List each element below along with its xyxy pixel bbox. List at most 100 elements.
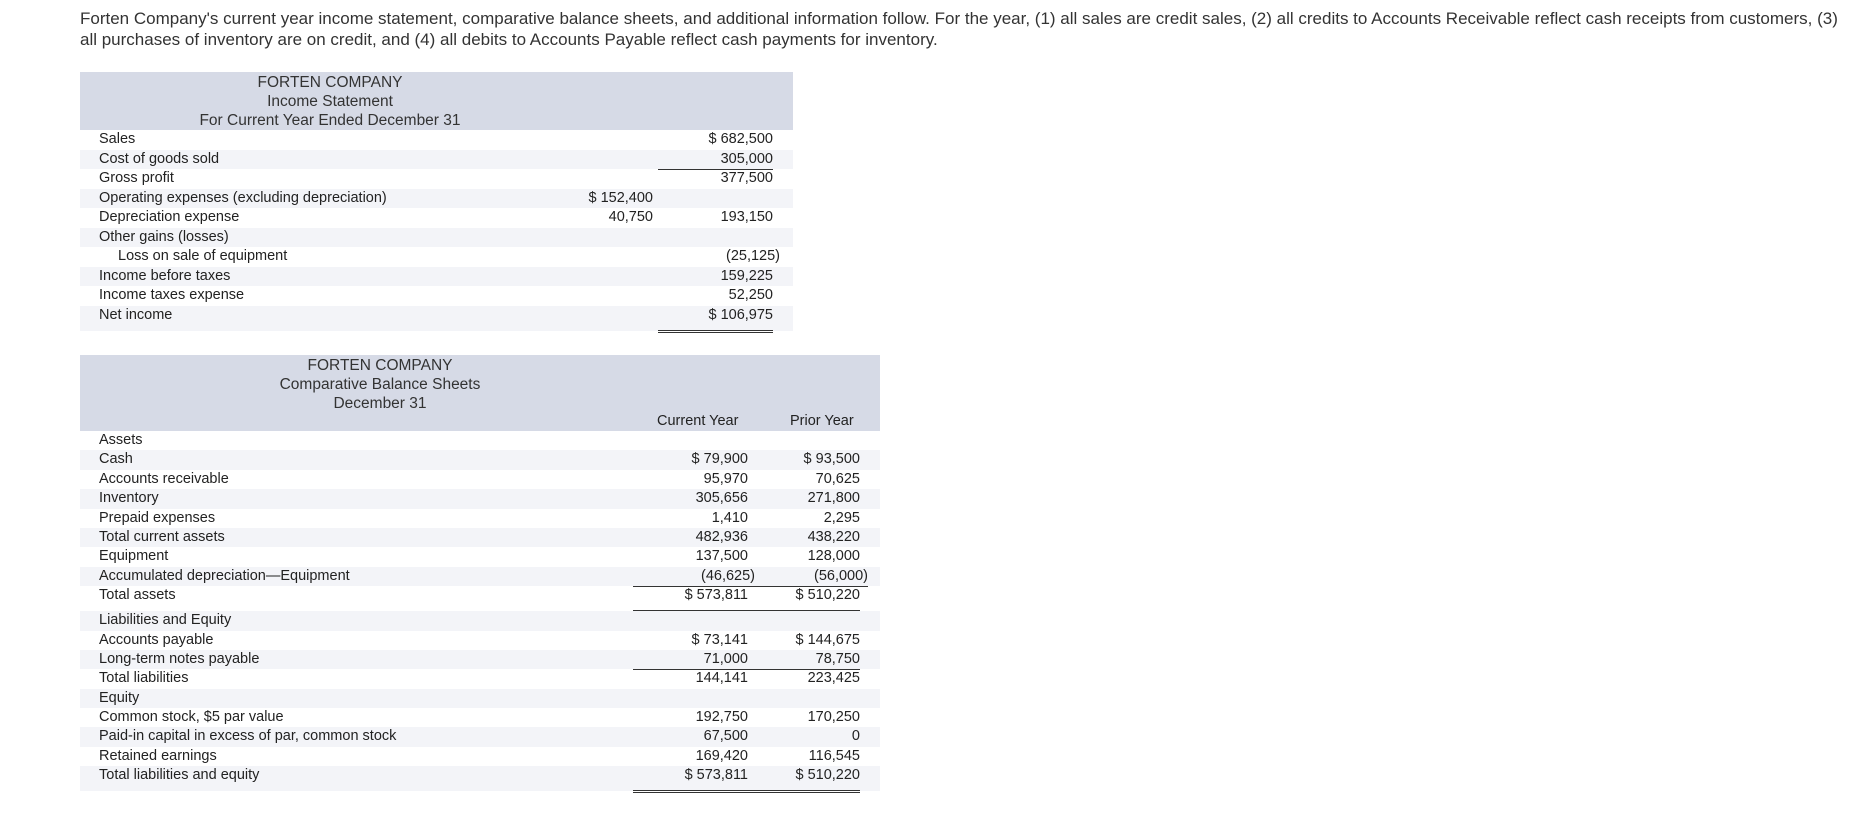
- income-row-amount: 159,225: [720, 267, 773, 284]
- balance-row: Total liabilities 144,141 223,425: [80, 669, 880, 688]
- balance-current-year-value: $ 573,811: [633, 766, 748, 794]
- income-row-subtotal: 40,750: [543, 208, 653, 229]
- balance-current-year-value: $ 573,811: [633, 586, 748, 614]
- balance-sheet-rows: Assets Cash $ 79,900 $ 93,500 Accounts recei…: [80, 431, 880, 794]
- balance-current-year-value: 137,500: [695, 548, 748, 565]
- balance-prior-year-value: 2,295: [748, 509, 860, 530]
- income-row-label: Loss on sale of equipment: [118, 248, 288, 264]
- income-row-subtotal: $ 152,400: [588, 189, 653, 206]
- balance-prior-year-value: $ 510,220: [748, 766, 860, 794]
- balance-row: Total assets $ 573,811 $ 510,220: [80, 586, 880, 614]
- balance-current-year-value: 192,750: [695, 709, 748, 726]
- balance-row: Total current assets 482,936 438,220: [80, 527, 880, 548]
- balance-prior-year-value: 170,250: [807, 709, 860, 726]
- balance-row: Paid-in capital in excess of par, common…: [80, 727, 880, 747]
- balance-row: Inventory 305,656 271,800: [80, 489, 880, 509]
- income-row-amount: 305,000: [658, 150, 773, 170]
- balance-prior-year-value: $ 510,220: [748, 586, 860, 614]
- balance-row: Accumulated depreciation—Equipment (46,62…: [80, 566, 880, 588]
- income-row-label: Income taxes expense: [99, 287, 245, 303]
- balance-row: Assets: [80, 431, 880, 450]
- income-statement-table: FORTEN COMPANY Income Statement For Curr…: [80, 72, 793, 333]
- balance-current-year-value: 95,970: [703, 470, 748, 487]
- problem-intro-text: Forten Company's current year income sta…: [80, 9, 1838, 49]
- balance-row: Long-term notes payable 71,000 78,750: [80, 649, 880, 671]
- balance-row-label: Accumulated depreciation—Equipment: [99, 567, 350, 584]
- income-row: Income before taxes 159,225: [80, 266, 793, 286]
- balance-prior-year-value: 223,425: [807, 670, 860, 687]
- income-row-amount: 377,500: [720, 170, 773, 186]
- income-statement-title: Income Statement: [267, 93, 393, 110]
- balance-current-year-value: $ 73,141: [691, 631, 748, 648]
- balance-row-label: Long-term notes payable: [99, 650, 260, 667]
- income-row: Gross profit 377,500: [80, 169, 793, 189]
- income-row-label: Gross profit: [99, 170, 174, 186]
- balance-row-label: Equity: [99, 689, 140, 706]
- balance-sheet-table: FORTEN COMPANY Comparative Balance Sheet…: [80, 355, 880, 794]
- balance-row: Accounts receivable 95,970 70,625: [80, 470, 880, 489]
- balance-row-label: Assets: [99, 432, 143, 448]
- balance-current-year-value: 305,656: [695, 490, 748, 507]
- column-header-current-year: Current Year: [657, 413, 739, 429]
- balance-row: Total liabilities and equity $ 573,811 $ 5…: [80, 766, 880, 794]
- balance-prior-year-value: $ 144,675: [795, 631, 860, 648]
- balance-current-year-value: 67,500: [703, 728, 748, 745]
- balance-prior-year-value: $ 93,500: [803, 451, 860, 468]
- balance-sheet-title: Comparative Balance Sheets: [279, 376, 481, 393]
- balance-row-label: Liabilities and Equity: [99, 612, 232, 629]
- balance-row: Retained earnings 169,420 116,545: [80, 747, 880, 768]
- balance-prior-year-value: (56,000): [748, 567, 868, 588]
- balance-sheet-date: December 31: [333, 395, 427, 412]
- column-header-prior-year: Prior Year: [790, 413, 854, 429]
- balance-row-label: Accounts payable: [99, 631, 214, 648]
- income-row: Net income $ 106,975: [80, 305, 793, 333]
- balance-row-label: Retained earnings: [99, 747, 217, 764]
- income-row-amount: 52,250: [658, 286, 773, 307]
- income-row-amount: $ 106,975: [658, 306, 773, 333]
- income-row: Loss on sale of equipment (25,125): [80, 247, 793, 267]
- balance-row-label: Total liabilities: [99, 670, 189, 687]
- income-row: Depreciation expense 40,750 193,150: [80, 208, 793, 229]
- income-row: Sales $ 682,500: [80, 130, 793, 150]
- balance-current-year-value: 1,410: [633, 509, 748, 530]
- balance-row-label: Equipment: [99, 548, 169, 565]
- balance-row-label: Accounts receivable: [99, 470, 229, 487]
- balance-prior-year-value: 438,220: [807, 528, 860, 545]
- income-row: Income taxes expense 52,250: [80, 286, 793, 307]
- balance-prior-year-value: 70,625: [815, 470, 860, 487]
- income-row-label: Cost of goods sold: [99, 150, 220, 167]
- balance-row: Accounts payable $ 73,141 $ 144,675: [80, 631, 880, 650]
- balance-prior-year-value: 78,750: [748, 650, 860, 671]
- income-row-amount: $ 682,500: [708, 131, 773, 147]
- income-row-label: Other gains (losses): [99, 228, 229, 245]
- balance-row: Liabilities and Equity: [80, 611, 880, 631]
- balance-current-year-value: 482,936: [695, 528, 748, 545]
- balance-row: Equity: [80, 688, 880, 709]
- balance-current-year-value: $ 79,900: [691, 451, 748, 468]
- balance-row-label: Prepaid expenses: [99, 509, 216, 526]
- balance-current-year-value: 71,000: [633, 650, 748, 671]
- balance-row-label: Paid-in capital in excess of par, common…: [99, 728, 397, 745]
- income-row-amount: (25,125): [725, 248, 780, 264]
- balance-current-year-value: (46,625): [633, 567, 755, 588]
- balance-row-label: Common stock, $5 par value: [99, 709, 284, 726]
- income-row-label: Sales: [99, 131, 136, 147]
- income-row-label: Net income: [99, 306, 173, 323]
- balance-prior-year-value: 116,545: [748, 747, 860, 768]
- income-row-label: Operating expenses (excluding depreciati…: [99, 189, 387, 206]
- balance-row-label: Inventory: [99, 490, 159, 507]
- balance-prior-year-value: 271,800: [807, 490, 860, 507]
- income-row: Operating expenses (excluding depreciati…: [80, 188, 793, 208]
- income-row: Cost of goods sold 305,000: [80, 149, 793, 170]
- balance-row-label: Cash: [99, 451, 133, 468]
- income-statement-period: For Current Year Ended December 31: [199, 112, 461, 129]
- balance-prior-year-value: 128,000: [807, 548, 860, 565]
- income-company-name: FORTEN COMPANY: [257, 74, 403, 91]
- income-row: Other gains (losses): [80, 227, 793, 247]
- income-statement-rows: Sales $ 682,500 Cost of goods sold 305,000 G…: [80, 130, 793, 333]
- income-row-label: Depreciation expense: [99, 209, 240, 225]
- balance-row-label: Total assets: [99, 587, 176, 604]
- income-statement-header: FORTEN COMPANY Income Statement For Curr…: [80, 72, 793, 130]
- balance-row: Prepaid expenses 1,410 2,295: [80, 509, 880, 530]
- balance-row: Cash $ 79,900 $ 93,500: [80, 450, 880, 470]
